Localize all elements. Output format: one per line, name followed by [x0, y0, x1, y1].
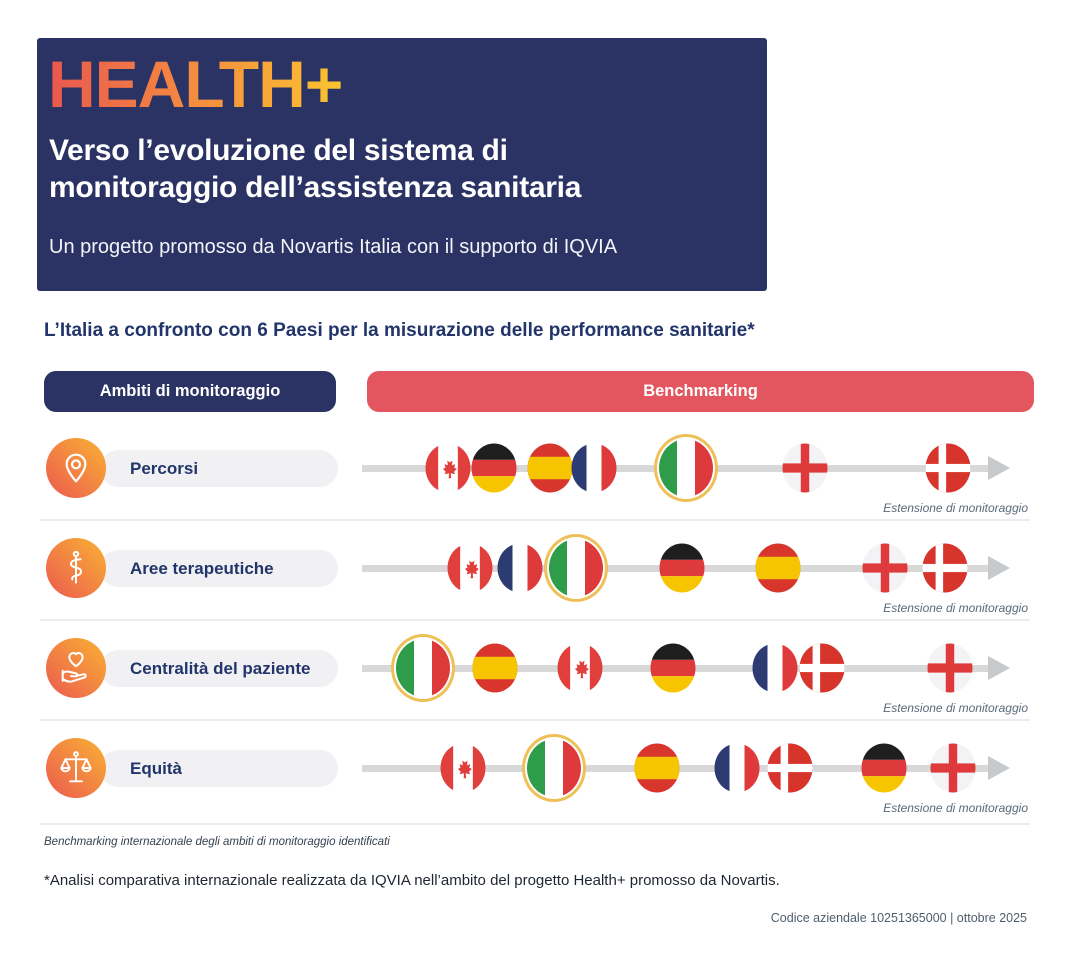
flag-germany-icon [861, 743, 907, 793]
flag-italy-icon-highlighted [654, 434, 718, 502]
flag-france-icon [752, 643, 798, 693]
ambits-pill: Ambiti di monitoraggio [44, 371, 336, 412]
benchmark-row: Equità Estensione di monitoraggio [0, 718, 1068, 818]
axis-label: Estensione di monitoraggio [883, 601, 1028, 615]
header-banner: HEALTH+ Verso l’evoluzione del sistema d… [37, 38, 767, 291]
flag-england-icon [862, 543, 908, 593]
flag-germany-icon [659, 543, 705, 593]
row-label: Percorsi [130, 458, 199, 478]
flag-canada-icon [447, 543, 493, 593]
flag-england-icon [927, 643, 973, 693]
health-plus-logo: HEALTH+ [48, 47, 343, 121]
axis-label: Estensione di monitoraggio [883, 701, 1028, 715]
benchmark-row: Percorsi Estensione di monitoraggio [0, 418, 1068, 518]
flag-canada-icon [557, 643, 603, 693]
chart-caption: Benchmarking internazionale degli ambiti… [44, 836, 390, 848]
header-title: Verso l’evoluzione del sistema di monito… [49, 133, 581, 207]
company-code: Codice aziendale 10251365000 | ottobre 2… [770, 911, 1027, 925]
header-title-line2: monitoraggio dell’assistenza sanitaria [49, 170, 582, 204]
extension-arrow-head-icon [988, 756, 1010, 780]
flag-france-icon [571, 443, 617, 493]
benchmarking-pill: Benchmarking [367, 371, 1034, 412]
flag-italy-icon-highlighted [391, 634, 455, 702]
location-pin-icon [46, 438, 106, 498]
benchmark-row: Centralità del paziente Estensione di mon… [0, 618, 1068, 718]
section-title: L’Italia a confronto con 6 Paesi per la … [44, 320, 755, 341]
flag-spain-icon [472, 643, 518, 693]
row-label-bar [100, 549, 338, 587]
hand-heart-icon [46, 638, 106, 698]
flag-spain-icon [527, 443, 573, 493]
row-divider [40, 823, 1030, 825]
asclepius-staff-icon [46, 538, 106, 598]
flag-france-icon [497, 543, 543, 593]
extension-arrow-head-icon [988, 456, 1010, 480]
flag-denmark-icon [767, 743, 813, 793]
flag-denmark-icon [922, 543, 968, 593]
flag-denmark-icon [925, 443, 971, 493]
flag-germany-icon [650, 643, 696, 693]
flag-italy-icon-highlighted [544, 534, 608, 602]
flag-england-icon [782, 443, 828, 493]
row-divider [40, 719, 1030, 721]
flag-spain-icon [755, 543, 801, 593]
row-label: Aree terapeutiche [130, 558, 274, 578]
row-label: Equità [130, 758, 182, 778]
row-label-bar [100, 649, 338, 687]
row-divider [40, 519, 1030, 521]
flag-denmark-icon [799, 643, 845, 693]
flag-canada-icon [440, 743, 486, 793]
axis-label: Estensione di monitoraggio [883, 501, 1028, 515]
header-subtitle: Un progetto promosso da Novartis Italia … [49, 236, 618, 258]
benchmark-row: Aree terapeutiche Estensione di monitorag… [0, 518, 1068, 618]
row-label: Centralità del paziente [130, 658, 311, 678]
extension-arrow-head-icon [988, 556, 1010, 580]
flag-italy-icon-highlighted [522, 734, 586, 802]
row-label-bar [100, 449, 338, 487]
flag-germany-icon [471, 443, 517, 493]
flag-france-icon [714, 743, 760, 793]
flag-canada-icon [425, 443, 471, 493]
axis-label: Estensione di monitoraggio [883, 801, 1028, 815]
row-divider [40, 619, 1030, 621]
header-title-line1: Verso l’evoluzione del sistema di [49, 134, 508, 167]
row-label-bar [100, 749, 338, 787]
flag-england-icon [930, 743, 976, 793]
scales-icon [46, 738, 106, 798]
analysis-footnote: *Analisi comparativa internazionale real… [44, 872, 780, 889]
extension-arrow-head-icon [988, 656, 1010, 680]
flag-spain-icon [634, 743, 680, 793]
